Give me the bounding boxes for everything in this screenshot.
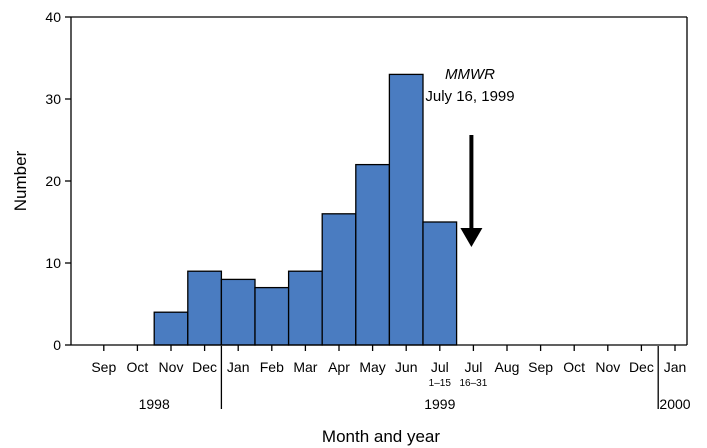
bars-layer [153,73,458,346]
bar-8 [321,213,357,346]
year-label-1998: 1998 [139,396,170,412]
bar-5 [220,278,256,346]
arrow-down-icon [460,228,483,247]
x-tick-label: Oct [127,359,149,375]
y-ticks-layer: 0 10 20 30 40 [45,9,71,353]
x-tick-label: Aug [495,359,520,375]
x-tick-sublabel: 16–31 [459,378,487,389]
x-tick-sublabel: 1–15 [429,378,452,389]
bar-9 [355,163,391,346]
x-tick-label: Sep [91,359,116,375]
y-axis-title: Number [11,150,30,211]
x-tick-label: Dec [629,359,654,375]
x-tick-label: Sep [528,359,553,375]
x-tick-label: Dec [192,359,217,375]
x-tick-label: Mar [293,359,317,375]
mmwr-annotation: MMWR July 16, 1999 [425,66,515,247]
x-tick-label: Nov [595,359,620,375]
bar-4 [187,270,223,346]
years-layer: 1998 1999 2000 [139,346,691,412]
bar-7 [287,270,323,346]
x-tick-label: Jul [464,359,482,375]
y-tick-label: 40 [45,9,61,25]
x-tick-label: May [359,359,385,375]
x-tick-label: Apr [328,359,350,375]
annotation-date: July 16, 1999 [425,88,514,105]
annotation-title: MMWR [445,66,495,83]
bar-3 [153,311,189,346]
x-tick-label: Jan [664,359,687,375]
x-tick-label: Jan [227,359,250,375]
y-tick-label: 20 [45,173,61,189]
bar-10 [388,73,424,346]
x-axis-title: Month and year [322,427,440,446]
year-label-2000: 2000 [659,396,690,412]
y-tick-label: 10 [45,255,61,271]
bar-6 [254,286,290,346]
y-tick-label: 0 [53,337,61,353]
x-ticks-layer: Sep Oct Nov Dec Jan Feb Mar Apr May Jun Jul 1–15 Jul… [91,345,686,389]
bar-11 [422,221,458,346]
x-tick-label: Nov [159,359,184,375]
x-tick-label: Oct [563,359,585,375]
x-tick-label: Feb [260,359,284,375]
year-label-1999: 1999 [424,396,455,412]
x-tick-label: Jul [431,359,449,375]
y-tick-label: 30 [45,91,61,107]
x-tick-label: Jun [395,359,418,375]
